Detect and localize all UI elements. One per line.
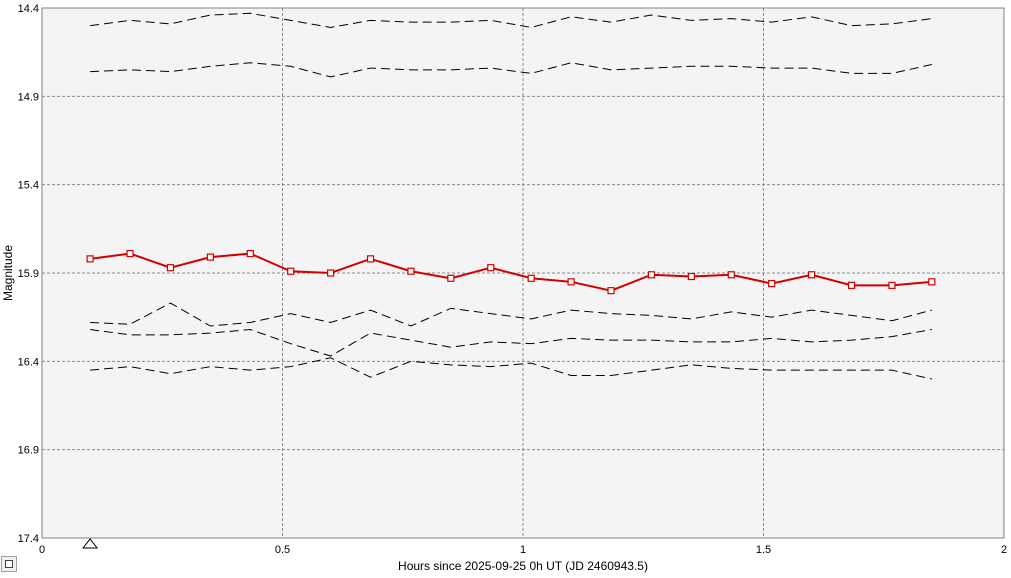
comparison-series-line-4 <box>90 329 932 357</box>
target-data-point <box>126 249 134 258</box>
target-data-point <box>407 267 415 275</box>
x-tick-label: 1.5 <box>756 544 771 556</box>
target-data-point <box>447 274 455 282</box>
target-data-point <box>527 274 535 282</box>
target-data-point <box>366 255 375 263</box>
x-tick-label: 2 <box>1001 544 1007 556</box>
corner-toggle-button[interactable] <box>1 556 17 572</box>
y-axis-label: Magnitude <box>1 245 15 301</box>
x-tick-label: 0 <box>39 544 45 556</box>
comparison-series-line-1 <box>90 12 932 28</box>
comparison-series <box>90 12 932 380</box>
target-data-point <box>687 272 695 281</box>
target-series <box>86 249 936 295</box>
target-data-point <box>847 281 856 289</box>
target-data-point <box>647 271 656 279</box>
y-tick-label: 16.9 <box>18 445 39 457</box>
target-data-point <box>807 271 816 279</box>
target-data-point <box>206 253 214 261</box>
target-data-point <box>888 281 896 289</box>
x-axis-label: Hours since 2025-09-25 0h UT (JD 2460943… <box>398 559 648 573</box>
square-icon <box>5 560 13 568</box>
target-data-point <box>487 264 495 272</box>
triangle-marker-icon <box>82 538 99 549</box>
target-data-point <box>928 278 936 286</box>
target-data-point <box>86 255 94 263</box>
y-tick-label: 17.4 <box>18 533 39 545</box>
comparison-series-line-2 <box>90 62 932 78</box>
target-data-point <box>327 269 335 277</box>
y-tick-label: 16.4 <box>18 356 39 368</box>
y-tick-label: 14.9 <box>18 91 39 103</box>
x-tick-label: 1 <box>520 544 526 556</box>
plot-frame <box>41 7 1005 539</box>
x-tick-label: 0.5 <box>275 544 290 556</box>
target-data-point <box>287 267 295 275</box>
grid-lines <box>42 8 1004 538</box>
target-data-point <box>768 280 776 288</box>
comparison-series-line-5 <box>90 357 932 380</box>
axis-markers <box>82 538 99 549</box>
target-data-point <box>727 271 735 279</box>
target-data-point <box>166 264 175 272</box>
tick-labels: 0 0.5 1 1.5 2 14.4 14.9 15.4 15.9 16.4 16.9 17.4 <box>18 3 1007 556</box>
target-data-point <box>567 278 575 286</box>
y-tick-label: 15.4 <box>18 180 39 192</box>
target-data-point <box>246 249 254 258</box>
y-tick-label: 14.4 <box>18 3 39 15</box>
y-tick-label: 15.9 <box>18 268 39 280</box>
target-data-point <box>607 287 615 295</box>
target-series-line <box>89 252 932 292</box>
